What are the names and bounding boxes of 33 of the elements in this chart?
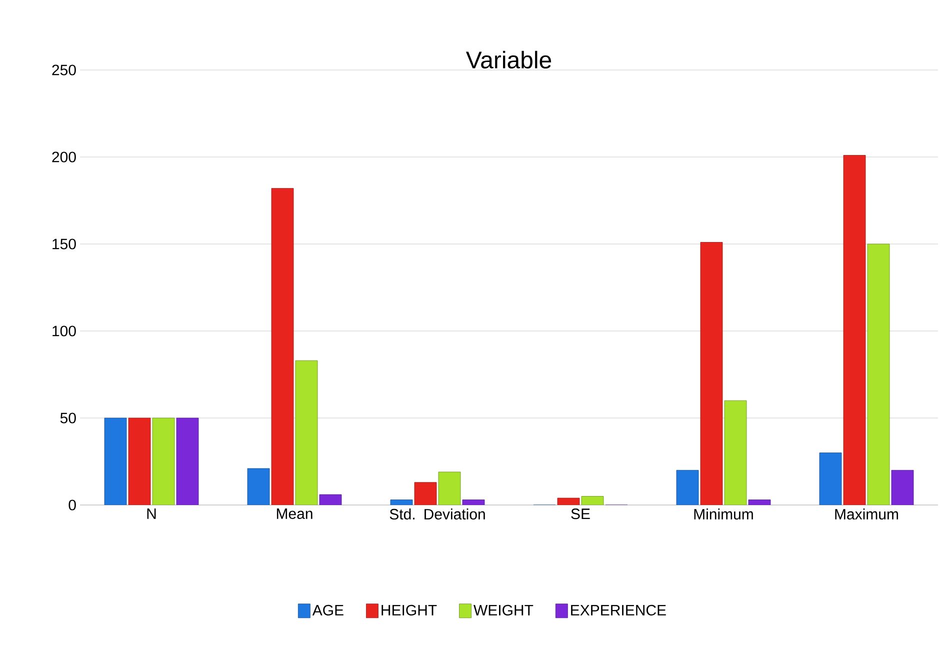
bar [271,188,294,505]
bar [414,482,437,505]
bar [176,418,199,505]
bar [724,400,747,505]
bar [247,468,270,505]
bar [867,244,890,505]
x-tick-label: Mean [276,508,312,519]
bar [676,470,699,505]
x-tick-label: Minimum [694,508,753,520]
y-tick-label: 100 [52,326,76,336]
legend-label: EXPERIENCE [571,604,666,616]
bar [128,418,151,505]
legend-label: WEIGHT [474,604,534,616]
y-tick-label: 50 [60,412,76,424]
x-tick-label: SE [571,508,590,520]
y-tick-label: 150 [52,238,76,250]
y-tick-label: 200 [52,152,76,162]
chart-title: Variable [466,50,552,68]
bar [152,418,175,505]
y-tick-label: 250 [52,64,76,76]
bar [891,470,914,505]
bar [700,242,723,505]
y-tick-label: 0 [68,500,76,510]
bar [295,360,318,505]
bar [438,472,461,505]
x-tick-label: Std. Deviation [390,508,485,520]
bar [843,155,866,505]
x-tick-label: Maximum [835,508,898,520]
legend-label: HEIGHT [382,604,437,616]
bar [819,452,842,505]
bar [104,418,127,505]
legend-label: AGE [312,604,344,616]
x-tick-label: N [147,508,156,519]
